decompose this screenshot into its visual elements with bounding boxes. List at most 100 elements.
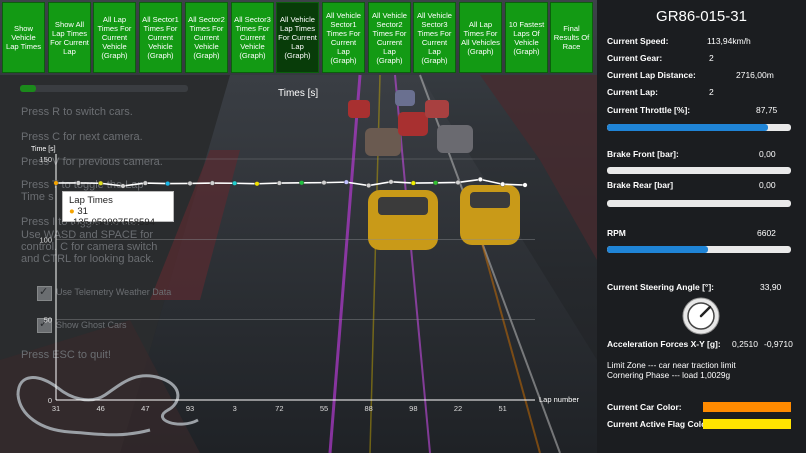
tooltip-title: Lap Times xyxy=(69,195,113,206)
show-vehicle-lap-times-button[interactable]: Show Vehicle Lap Times xyxy=(2,2,45,73)
data-point xyxy=(299,180,305,186)
racing-scene xyxy=(0,0,597,453)
data-point xyxy=(98,180,104,186)
brake-rear-bar xyxy=(607,200,791,207)
data-point xyxy=(321,180,327,186)
sector1-current-vehicle-graph-button[interactable]: All Sector1 Times For Current Vehicle (G… xyxy=(139,2,182,73)
hint-controls-1: Use WASD and SPACE for xyxy=(21,229,154,241)
throttle-bar xyxy=(607,124,791,131)
lap-times-all-vehicles-graph-button[interactable]: All Lap Times For All Vehicles (Graph) xyxy=(459,2,502,73)
limit-zone-note: Limit Zone --- car near traction limit xyxy=(607,360,736,370)
x-tick-label: 47 xyxy=(141,404,149,413)
cornering-phase-note: Cornering Phase --- load 1,0029g xyxy=(607,370,731,380)
final-results-button[interactable]: Final Results Of Race xyxy=(550,2,593,73)
weather-checkbox-label: Use Telemetry Weather Data xyxy=(56,287,172,297)
y-axis-label: Time [s] xyxy=(31,146,56,153)
quit-hint: Press ESC to quit! xyxy=(21,349,111,361)
vehicle-lap-times-current-lap-graph-button[interactable]: All Vehicle Lap Times For Current Lap (G… xyxy=(276,2,319,73)
y-tick-label: 150 xyxy=(39,155,52,164)
flag-color-swatch xyxy=(703,419,791,429)
x-tick-label: 55 xyxy=(320,404,328,413)
accel-x-value: 0,2510 xyxy=(732,339,758,349)
lap-times-current-vehicle-graph-button[interactable]: All Lap Times For Current Vehicle (Graph… xyxy=(93,2,136,73)
vehicle-sector2-current-lap-graph-button[interactable]: All Vehicle Sector2 Times For Current La… xyxy=(368,2,411,73)
data-point xyxy=(522,182,528,188)
tooltip-dot-icon: ● xyxy=(69,206,75,217)
car-color-swatch xyxy=(703,402,791,412)
accel-y-value: -0,9710 xyxy=(764,339,793,349)
x-tick-label: 72 xyxy=(275,404,283,413)
x-tick-label: 31 xyxy=(52,404,60,413)
brake-front-value: 0,00 xyxy=(759,149,776,159)
y-tick-label: 50 xyxy=(44,316,52,325)
data-point xyxy=(366,183,372,189)
fastest-laps-graph-button[interactable]: 10 Fastest Laps Of Vehicle (Graph) xyxy=(505,2,548,73)
gear-label: Current Gear: xyxy=(607,53,663,63)
x-tick-label: 22 xyxy=(454,404,462,413)
brake-front-bar xyxy=(607,167,791,174)
x-tick-label: 93 xyxy=(186,404,194,413)
rpm-bar xyxy=(607,246,791,253)
graph-button-bar: Show Vehicle Lap Times Show All Lap Time… xyxy=(0,0,597,75)
rpm-bar-fill xyxy=(607,246,709,253)
rpm-label: RPM xyxy=(607,228,626,238)
chart-title: Times [s] xyxy=(278,88,319,99)
brake-rear-value: 0,00 xyxy=(759,180,776,190)
x-axis-label: Lap number xyxy=(539,395,580,404)
data-point xyxy=(388,179,394,185)
vehicle-sector3-current-lap-graph-button[interactable]: All Vehicle Sector3 Times For Current La… xyxy=(413,2,456,73)
telemetry-panel: GR86-015-31 Current Speed: 113,94km/h Cu… xyxy=(597,0,806,453)
hint-controls-3: and CTRL for looking back. xyxy=(21,253,154,265)
chart-plot: Time [s] Lap number 0 50 100 150 31 46 47 93 3 7… xyxy=(31,146,580,413)
throttle-label: Current Throttle [%]: xyxy=(607,105,691,115)
ghost-cars-checkbox-label: Show Ghost Cars xyxy=(56,320,127,330)
sector3-current-vehicle-graph-button[interactable]: All Sector3 Times For Current Vehicle (G… xyxy=(231,2,274,73)
data-point xyxy=(276,180,282,186)
sector2-current-vehicle-graph-button[interactable]: All Sector2 Times For Current Vehicle (G… xyxy=(185,2,228,73)
accel-label: Acceleration Forces X-Y [g]: xyxy=(607,339,721,349)
data-point xyxy=(410,180,416,186)
y-tick-label: 0 xyxy=(48,396,52,405)
rpm-value: 6602 xyxy=(757,228,776,238)
vehicle-sector1-current-lap-graph-button[interactable]: All Vehicle Sector1 Times For Current La… xyxy=(322,2,365,73)
data-point xyxy=(53,180,59,186)
chart-tooltip: Lap Times ● 31 135,059997558594 xyxy=(62,191,174,228)
data-point xyxy=(254,181,260,187)
track-scene-graphic xyxy=(0,74,597,453)
x-tick-label: 51 xyxy=(498,404,506,413)
data-point xyxy=(120,183,126,189)
flag-color-label: Current Active Flag Color: xyxy=(607,419,713,429)
tooltip-value: 135,059997558594 xyxy=(73,217,155,228)
y-tick-label: 100 xyxy=(39,235,52,244)
hint-next-camera: Press C for next camera. xyxy=(21,131,143,143)
steering-value: 33,90 xyxy=(760,282,782,292)
car-color-label: Current Car Color: xyxy=(607,402,682,412)
data-point xyxy=(142,180,148,186)
x-tick-label: 98 xyxy=(409,404,417,413)
x-tick-label: 88 xyxy=(364,404,372,413)
speed-value: 113,94km/h xyxy=(707,36,751,46)
data-point xyxy=(232,180,238,186)
brake-front-label: Brake Front [bar]: xyxy=(607,149,679,159)
hint-toggle-lap: Press T to toggle the Lap xyxy=(21,179,144,191)
car-name: GR86-015-31 xyxy=(656,8,747,25)
loading-bar xyxy=(20,85,188,92)
x-tick-label: 46 xyxy=(96,404,104,413)
data-point xyxy=(500,181,506,187)
throttle-bar-fill xyxy=(607,124,769,131)
steering-label: Current Steering Angle [°]: xyxy=(607,282,714,292)
lap-distance-value: 2716,00m xyxy=(736,70,774,80)
data-point xyxy=(75,180,81,186)
data-point xyxy=(477,176,483,182)
speed-label: Current Speed: xyxy=(607,36,669,46)
data-point xyxy=(433,180,439,186)
ghost-cars-checkbox[interactable] xyxy=(37,317,52,333)
gear-value: 2 xyxy=(709,53,714,63)
lap-times-current-lap-button[interactable]: Show All Lap Times For Current Lap xyxy=(48,2,91,73)
current-lap-value: 2 xyxy=(709,87,714,97)
hint-time-s: Time s xyxy=(21,191,54,203)
weather-checkbox[interactable] xyxy=(37,285,52,301)
data-point xyxy=(455,179,461,185)
data-point xyxy=(165,181,171,187)
data-point xyxy=(209,180,215,186)
